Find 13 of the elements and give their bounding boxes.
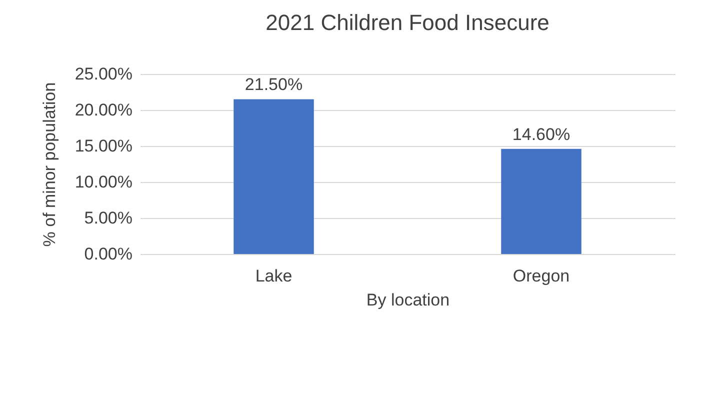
y-tick-label: 5.00% [84,208,132,228]
x-tick-label: Lake [255,266,292,286]
y-tick-label: 0.00% [84,244,132,264]
y-tick-label: 25.00% [74,64,132,84]
y-tick-label: 10.00% [74,172,132,192]
y-axis-title: % of minor population [40,82,59,247]
chart-title: 2021 Children Food Insecure [266,10,550,35]
x-axis-title: By location [366,290,450,310]
x-tick-label: Oregon [512,266,570,286]
y-tick-label: 20.00% [74,100,132,120]
y-tick-label: 15.00% [74,136,132,156]
data-label: 14.60% [512,124,570,144]
data-label: 21.50% [244,75,303,94]
